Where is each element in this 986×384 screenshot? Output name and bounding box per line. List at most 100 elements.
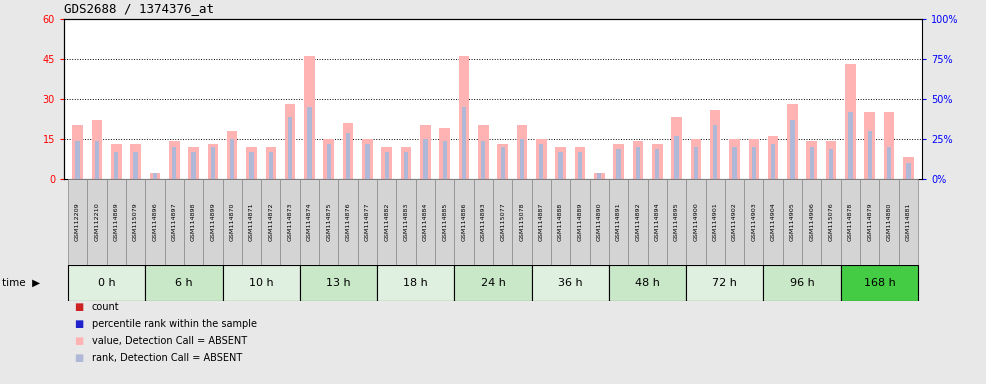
Text: GSM114870: GSM114870	[230, 202, 235, 241]
Text: GSM114896: GSM114896	[153, 202, 158, 241]
Bar	[288, 118, 292, 179]
Bar	[713, 126, 717, 179]
FancyBboxPatch shape	[280, 179, 300, 265]
Text: GSM114871: GSM114871	[249, 202, 254, 241]
Bar	[95, 141, 99, 179]
Bar	[768, 136, 779, 179]
Bar	[865, 112, 875, 179]
Text: GSM114898: GSM114898	[191, 202, 196, 241]
Text: GSM114902: GSM114902	[732, 202, 737, 241]
Bar	[130, 144, 141, 179]
FancyBboxPatch shape	[686, 179, 706, 265]
Bar	[343, 123, 353, 179]
FancyBboxPatch shape	[590, 179, 609, 265]
Text: GDS2688 / 1374376_at: GDS2688 / 1374376_at	[64, 2, 214, 15]
Text: GSM114889: GSM114889	[578, 202, 583, 241]
Text: GSM114892: GSM114892	[635, 202, 640, 241]
Text: GSM114876: GSM114876	[346, 202, 351, 241]
Text: 0 h: 0 h	[98, 278, 115, 288]
Bar	[652, 144, 663, 179]
FancyBboxPatch shape	[88, 179, 106, 265]
Bar	[810, 147, 813, 179]
Text: GSM114897: GSM114897	[172, 202, 176, 241]
Text: ■: ■	[74, 319, 83, 329]
Bar	[751, 147, 756, 179]
FancyBboxPatch shape	[223, 265, 300, 301]
Text: rank, Detection Call = ABSENT: rank, Detection Call = ABSENT	[92, 353, 242, 363]
FancyBboxPatch shape	[416, 179, 435, 265]
Bar	[694, 147, 698, 179]
Bar	[520, 139, 525, 179]
Text: GSM114899: GSM114899	[210, 202, 215, 241]
Bar	[76, 141, 80, 179]
Text: percentile rank within the sample: percentile rank within the sample	[92, 319, 256, 329]
Bar	[114, 152, 118, 179]
FancyBboxPatch shape	[165, 179, 183, 265]
Text: value, Detection Call = ABSENT: value, Detection Call = ABSENT	[92, 336, 246, 346]
Text: GSM114888: GSM114888	[558, 203, 563, 241]
Bar	[791, 120, 795, 179]
FancyBboxPatch shape	[455, 265, 531, 301]
FancyBboxPatch shape	[203, 179, 223, 265]
FancyBboxPatch shape	[493, 179, 513, 265]
Text: ■: ■	[74, 302, 83, 312]
Text: GSM114894: GSM114894	[655, 202, 660, 241]
Bar	[613, 144, 624, 179]
Bar	[517, 126, 528, 179]
FancyBboxPatch shape	[821, 179, 841, 265]
Bar	[536, 139, 546, 179]
FancyBboxPatch shape	[261, 179, 280, 265]
Text: GSM114873: GSM114873	[288, 202, 293, 241]
Bar	[461, 107, 466, 179]
Text: GSM114879: GSM114879	[868, 202, 873, 241]
FancyBboxPatch shape	[338, 179, 358, 265]
Text: GSM114882: GSM114882	[385, 203, 389, 241]
Bar	[539, 144, 543, 179]
FancyBboxPatch shape	[841, 179, 860, 265]
Bar	[848, 112, 853, 179]
Bar	[845, 65, 856, 179]
Bar	[710, 109, 721, 179]
Text: 36 h: 36 h	[558, 278, 583, 288]
FancyBboxPatch shape	[628, 179, 648, 265]
FancyBboxPatch shape	[763, 265, 841, 301]
Text: GSM114903: GSM114903	[751, 202, 756, 241]
FancyBboxPatch shape	[242, 179, 261, 265]
Bar	[497, 144, 508, 179]
Bar	[655, 149, 660, 179]
Bar	[404, 152, 408, 179]
Bar	[207, 144, 218, 179]
FancyBboxPatch shape	[145, 179, 165, 265]
Text: GSM114905: GSM114905	[790, 202, 795, 241]
FancyBboxPatch shape	[860, 179, 880, 265]
FancyBboxPatch shape	[783, 179, 803, 265]
Text: GSM114893: GSM114893	[481, 202, 486, 241]
Bar	[133, 152, 138, 179]
Bar	[385, 152, 388, 179]
Text: GSM114874: GSM114874	[307, 202, 312, 241]
FancyBboxPatch shape	[609, 179, 628, 265]
Text: GSM114895: GSM114895	[674, 202, 679, 241]
FancyBboxPatch shape	[300, 179, 319, 265]
Text: GSM112209: GSM112209	[75, 202, 80, 241]
Bar	[636, 147, 640, 179]
FancyBboxPatch shape	[609, 265, 686, 301]
Bar	[674, 136, 678, 179]
Bar	[616, 149, 621, 179]
Bar	[420, 126, 431, 179]
Text: GSM114872: GSM114872	[268, 202, 273, 241]
FancyBboxPatch shape	[706, 179, 725, 265]
FancyBboxPatch shape	[667, 179, 686, 265]
FancyBboxPatch shape	[803, 179, 821, 265]
Bar	[690, 139, 701, 179]
Bar	[671, 118, 682, 179]
FancyBboxPatch shape	[841, 265, 918, 301]
FancyBboxPatch shape	[223, 179, 242, 265]
Text: 18 h: 18 h	[403, 278, 428, 288]
Bar	[265, 147, 276, 179]
Text: 10 h: 10 h	[248, 278, 273, 288]
Bar	[249, 152, 253, 179]
Bar	[748, 139, 759, 179]
Bar	[594, 173, 604, 179]
Bar	[150, 173, 160, 179]
